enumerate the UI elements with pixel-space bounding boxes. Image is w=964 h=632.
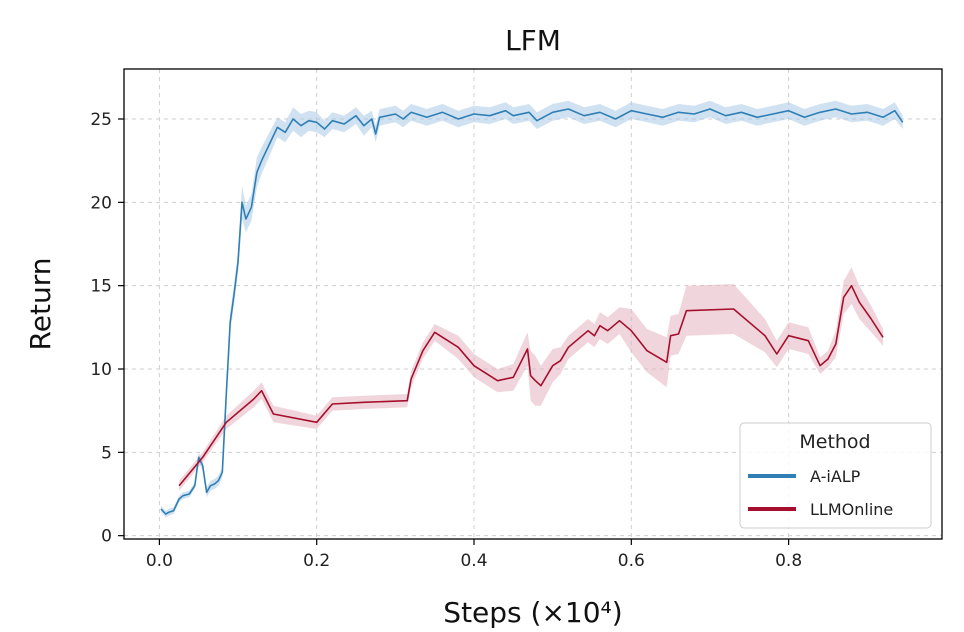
x-tick-label: 0.8: [775, 551, 802, 571]
legend-label-llmonline: LLMOnline: [810, 500, 893, 519]
series-line-a-ialp: [160, 108, 904, 515]
legend-label-a-ialp: A-iALP: [810, 467, 861, 486]
y-tick-label: 20: [90, 193, 112, 213]
legend: Method A-iALP LLMOnline: [739, 422, 932, 529]
band-llmonline: [179, 267, 884, 491]
series-line-llmonline: [178, 284, 884, 487]
y-tick-label: 0: [101, 527, 112, 547]
x-axis-ticks: 0.0 0.2 0.4 0.6 0.8: [146, 539, 802, 571]
x-tick-label: 0.6: [618, 551, 645, 571]
confidence-bands: [161, 100, 903, 518]
x-tick-label: 0.2: [303, 551, 330, 571]
y-axis-ticks: 0 5 10 15 20 25: [90, 110, 124, 547]
y-tick-label: 15: [90, 277, 112, 297]
x-axis-title: Steps (×10⁴): [443, 596, 622, 629]
legend-title: Method: [799, 431, 870, 453]
legend-box: [739, 422, 932, 529]
x-tick-label: 0.0: [146, 551, 173, 571]
x-tick-label: 0.4: [460, 551, 487, 571]
y-tick-label: 5: [101, 443, 112, 463]
y-tick-label: 10: [90, 360, 112, 380]
y-tick-label: 25: [90, 110, 112, 130]
y-axis-title: Return: [24, 258, 57, 351]
series-lines: [160, 108, 904, 515]
chart-title: LFM: [505, 24, 561, 57]
plot-frame: [123, 68, 943, 540]
